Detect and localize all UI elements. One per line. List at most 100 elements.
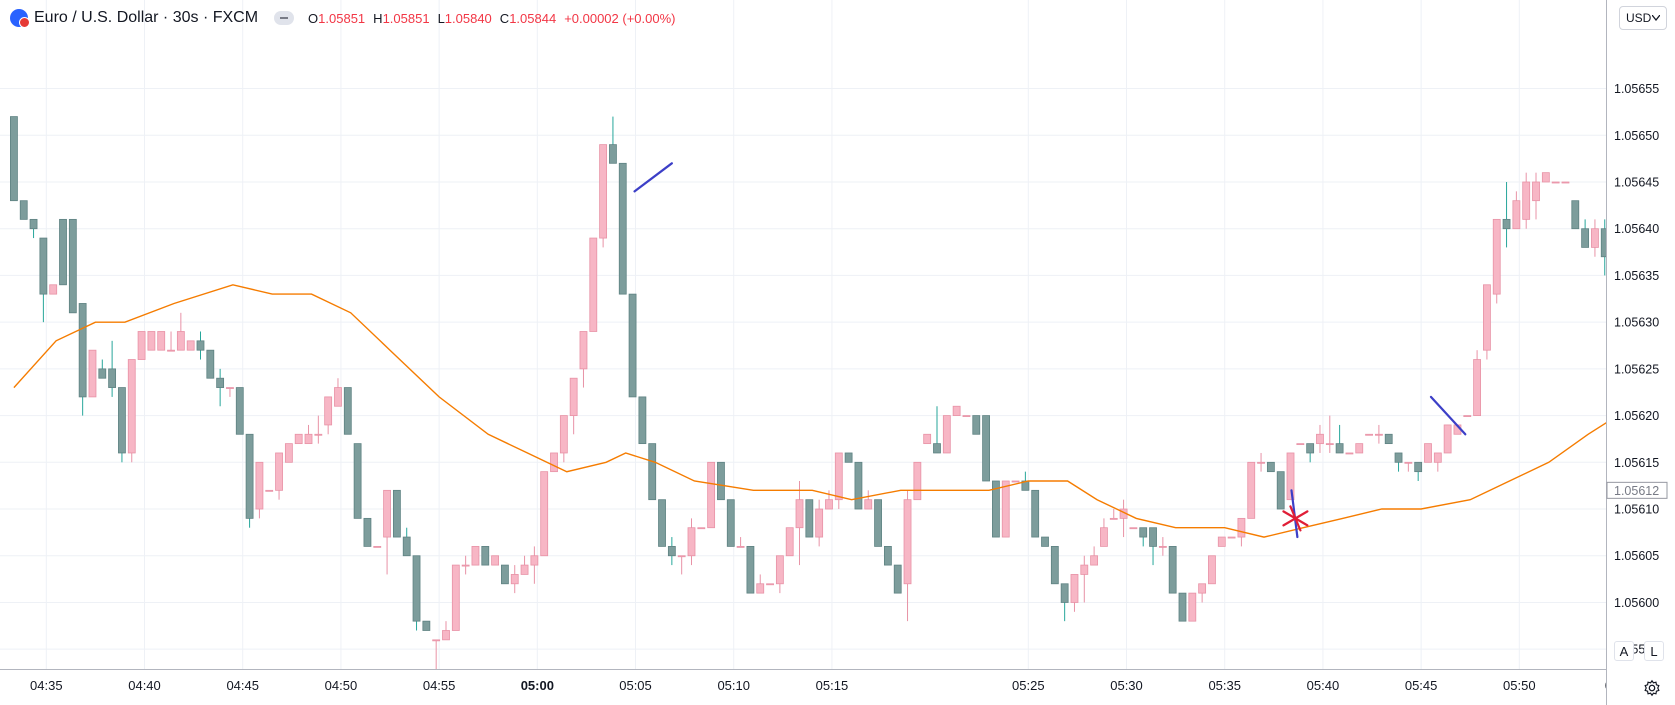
candle-body: [1286, 452, 1295, 501]
candle-body: [343, 387, 352, 435]
candle-body: [147, 331, 156, 351]
candle-body: [127, 359, 136, 454]
time-tick-label: 04:50: [325, 678, 358, 693]
candle: [1198, 583, 1207, 603]
candle: [147, 331, 156, 351]
candle: [746, 546, 755, 594]
candle-body: [1384, 433, 1393, 445]
candle-body: [1355, 443, 1364, 454]
time-tick-label: 04:55: [423, 678, 456, 693]
candle-body: [609, 144, 617, 164]
trend-line-drawing[interactable]: [633, 162, 673, 193]
price-tick-label: 1.05610: [1614, 503, 1659, 517]
candle: [775, 555, 784, 594]
trend-line-drawing[interactable]: [1429, 395, 1467, 436]
candle-body: [1208, 555, 1216, 585]
candle: [108, 340, 117, 397]
candle: [19, 200, 28, 220]
candle: [540, 471, 549, 557]
candle-body: [1001, 480, 1010, 538]
candle: [1001, 480, 1010, 538]
candle: [756, 574, 765, 594]
candle-body: [1257, 461, 1265, 464]
candle-body: [363, 517, 372, 547]
price-tick-label: 1.05615: [1614, 456, 1659, 470]
candle-body: [206, 349, 215, 379]
cross-marker[interactable]: [1282, 505, 1309, 532]
price-tick-label: 1.05650: [1614, 129, 1659, 143]
price-tick-label: 1.05640: [1614, 222, 1659, 236]
candle: [1581, 219, 1590, 248]
candle-body: [481, 546, 490, 566]
candle: [1473, 350, 1481, 416]
candle: [903, 490, 912, 622]
time-tick-label: 05:30: [1110, 678, 1143, 693]
candle-body: [98, 368, 107, 379]
candle-body: [1316, 433, 1324, 445]
candle-body: [1237, 517, 1246, 538]
candle-body: [88, 349, 97, 398]
candle-body: [294, 433, 303, 445]
grid: [0, 0, 1619, 670]
price-tick-label: 1.05635: [1614, 269, 1659, 283]
candle: [226, 387, 234, 397]
candle-body: [1149, 527, 1157, 547]
candle-body: [1433, 452, 1442, 463]
candle-body: [1600, 228, 1606, 258]
candle-body: [775, 555, 784, 585]
log-scale-button[interactable]: L: [1644, 641, 1664, 661]
candle-body: [353, 443, 362, 519]
auto-scale-button[interactable]: A: [1614, 641, 1634, 661]
candle: [491, 555, 499, 566]
candle-body: [658, 499, 666, 547]
candle: [196, 331, 205, 360]
candle-body: [255, 461, 264, 510]
candle-body: [275, 452, 283, 491]
candle-body: [324, 396, 333, 426]
candle-body: [559, 415, 568, 454]
candles: [10, 116, 1606, 670]
candle-body: [864, 499, 873, 510]
candle-body: [1561, 181, 1570, 184]
candle: [343, 387, 352, 435]
candle: [815, 499, 824, 547]
price-axis[interactable]: 1.055951.056001.056051.056101.056151.056…: [1606, 0, 1675, 670]
candle-body: [334, 387, 342, 407]
candle-body: [235, 387, 244, 435]
candle: [766, 583, 774, 586]
candle: [550, 452, 558, 473]
settings-gear-icon[interactable]: [1643, 679, 1661, 697]
candle-body: [1532, 181, 1540, 202]
candle: [942, 415, 951, 454]
candle: [677, 555, 686, 575]
candle: [304, 424, 313, 445]
candle-body: [392, 489, 401, 538]
candle-body: [992, 480, 1000, 538]
candle: [1090, 546, 1099, 566]
candle: [933, 406, 941, 454]
price-tick-label: 1.05645: [1614, 175, 1659, 189]
candle-body: [59, 218, 67, 286]
candle-body: [1217, 536, 1226, 547]
candle: [795, 480, 804, 566]
candle-body: [815, 508, 824, 538]
candle-body: [952, 405, 961, 416]
candle: [628, 293, 637, 398]
candle: [501, 564, 509, 585]
candle-body: [432, 639, 441, 642]
candle: [658, 499, 666, 547]
currency-select[interactable]: USD: [1619, 6, 1667, 30]
symbol-title[interactable]: Euro / U.S. Dollar · 30s · FXCM: [34, 9, 259, 26]
candle: [1217, 536, 1226, 547]
candle: [137, 331, 146, 360]
candle: [1139, 527, 1148, 547]
minus-icon: [280, 17, 289, 19]
candle: [618, 162, 627, 295]
time-tick-label: 04:45: [226, 678, 259, 693]
candle-body: [1551, 181, 1560, 184]
time-axis[interactable]: 04:35 04:40 04:45 04:50 04:55 05:00 05:05 05:10…: [0, 669, 1630, 705]
candle-body: [49, 284, 58, 295]
candle: [402, 527, 411, 557]
legend-toggle-button[interactable]: [274, 11, 295, 25]
